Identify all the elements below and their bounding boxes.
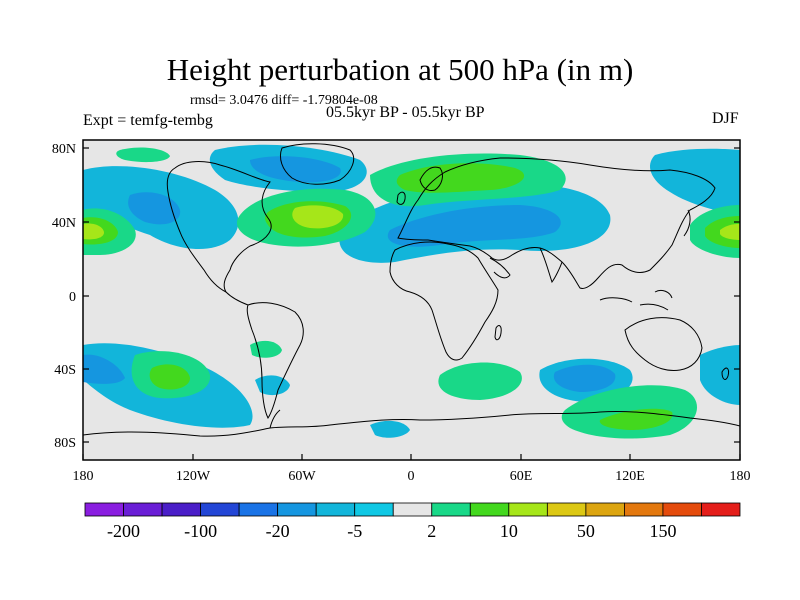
colorbar-box — [624, 502, 664, 517]
lon-tick-label: 60W — [288, 469, 316, 484]
colorbar-box — [315, 502, 356, 517]
coast-uk — [396, 191, 406, 205]
coast-scandinavia — [419, 166, 443, 191]
colorbar-box — [701, 502, 741, 517]
colorbar-label: 150 — [649, 521, 676, 541]
lon-tick-label: 120E — [615, 469, 645, 484]
contour-neg-south-pacific-inner — [83, 354, 125, 384]
colorbar-boxes — [84, 502, 741, 517]
lat-tick-label: 80S — [54, 436, 76, 451]
experiment-label: Expt = temfg-tembg — [83, 112, 213, 129]
chart-title: Height perturbation at 500 hPa (in m) — [166, 52, 634, 87]
lat-tick-label: 0 — [69, 290, 76, 305]
colorbar-box — [585, 502, 625, 517]
contour-neg-south-indian-inner — [553, 364, 616, 392]
colorbar-label: -20 — [266, 521, 290, 541]
coast-north-america — [166, 161, 272, 294]
contour-neg-atl-south — [370, 420, 410, 438]
colorbar-box — [662, 502, 702, 517]
contour-pos-chile — [255, 375, 290, 396]
contour-pos-atlantic-core — [292, 205, 344, 229]
colorbar-label: -5 — [347, 521, 362, 541]
contour-pos-pacific-east-core — [720, 224, 740, 240]
contour-neg-inner-nh — [128, 192, 181, 225]
coast-africa — [389, 241, 499, 361]
lon-tick-label: 180 — [73, 469, 94, 484]
coast-australia — [624, 317, 703, 371]
colorbar-box — [200, 502, 240, 517]
contour-neg-greenland-inner — [250, 156, 341, 183]
lon-tick-label: 120W — [176, 469, 211, 484]
colorbar-box — [238, 502, 279, 517]
contour-pos-south-america — [250, 340, 282, 358]
colorbar-box — [84, 502, 124, 517]
contour-pos-greenland — [116, 147, 170, 163]
contour-neg-npac-east — [650, 148, 740, 215]
colorbar-label: 2 — [427, 521, 436, 541]
coast-japan — [683, 209, 691, 237]
contour-pos-pacific-west-core — [83, 223, 104, 240]
colorbar-box — [546, 502, 587, 517]
colorbar-labels: -200 -100 -20 -5 2 10 50 150 — [107, 521, 676, 541]
contour-pos-south-pacific-mid — [149, 364, 190, 390]
contour-fills — [83, 144, 740, 439]
colorbar-label: -100 — [184, 521, 217, 541]
colorbar-box — [508, 502, 548, 517]
colorbar-label: 10 — [500, 521, 518, 541]
coast-south-america — [246, 302, 304, 419]
colorbar-box — [161, 502, 201, 517]
colorbar-box — [392, 502, 433, 517]
coast-india — [539, 247, 563, 284]
contour-neg-eurasia-inner — [387, 205, 561, 247]
colorbar-label: -200 — [107, 521, 140, 541]
lon-tick-label: 0 — [408, 469, 415, 484]
coast-antarctic-peninsula — [269, 409, 281, 429]
lat-tick-label: 40S — [54, 363, 76, 378]
colorbar-box — [277, 502, 317, 517]
latitude-ticks — [83, 147, 740, 443]
lon-tick-label: 60E — [510, 469, 533, 484]
coast-new-zealand — [721, 367, 729, 380]
contour-neg-east-south — [700, 345, 740, 405]
coast-eurasia — [397, 157, 716, 289]
colorbar-label: 50 — [577, 521, 595, 541]
colorbar-box — [431, 502, 471, 517]
coast-indonesia — [599, 289, 673, 311]
colorbar-box — [123, 502, 163, 517]
season-label: DJF — [712, 110, 739, 127]
longitude-ticks — [82, 454, 741, 460]
coast-arabia — [489, 257, 511, 279]
coast-greenland — [279, 143, 355, 185]
coast-antarctica — [83, 410, 740, 437]
period-label: 05.5kyr BP - 05.5kyr BP — [326, 104, 485, 121]
stats-line: rmsd= 3.0476 diff= -1.79804e-08 — [190, 93, 378, 108]
lat-tick-label: 80N — [52, 142, 76, 157]
contour-pos-south-atlantic — [438, 362, 522, 400]
colorbar-box — [469, 502, 510, 517]
lon-tick-label: 180 — [730, 469, 751, 484]
lat-tick-label: 40N — [52, 216, 76, 231]
coastlines — [83, 143, 740, 437]
coast-central-america — [225, 291, 249, 306]
colorbar-box — [354, 502, 394, 517]
coast-madagascar — [494, 325, 502, 341]
